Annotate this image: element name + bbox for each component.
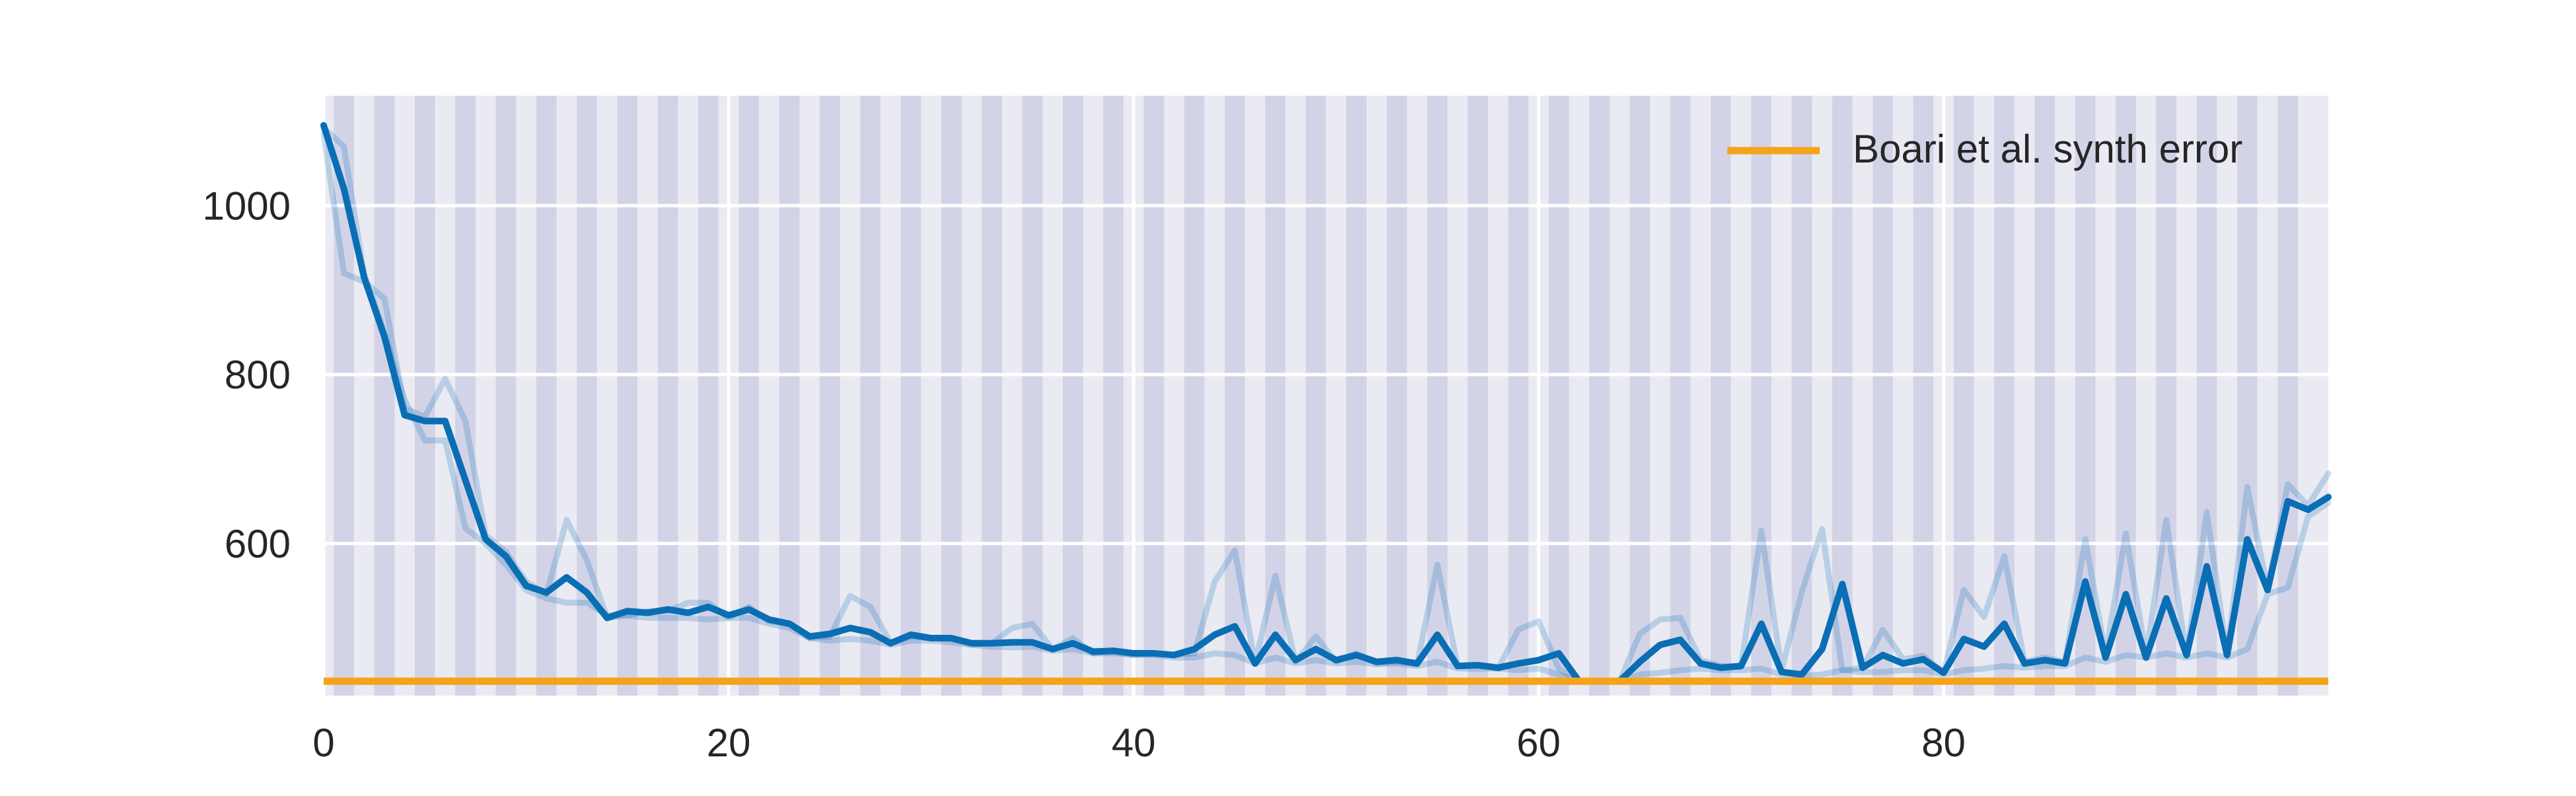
legend: Boari et al. synth error bbox=[1727, 127, 2242, 171]
stripe-band bbox=[738, 96, 760, 696]
stripe-band bbox=[495, 96, 517, 696]
y-tick-label: 800 bbox=[225, 353, 291, 397]
stripe-band bbox=[1468, 96, 1488, 696]
faint-series-line bbox=[320, 125, 2332, 684]
x-tick-label: 40 bbox=[1112, 721, 1156, 765]
stripe-band bbox=[941, 96, 962, 696]
y-tick-label: 1000 bbox=[203, 184, 291, 228]
stripe-band bbox=[1589, 96, 1610, 696]
stripe-band bbox=[1265, 96, 1286, 696]
stripe-band bbox=[1062, 96, 1083, 696]
x-tick-label: 0 bbox=[312, 721, 334, 765]
stripe-band bbox=[1143, 96, 1164, 696]
x-axis-ticks: 0 20 40 60 80 bbox=[312, 721, 1966, 765]
stripe-band bbox=[1305, 96, 1326, 696]
stripe-band bbox=[2034, 96, 2056, 696]
main-series-line bbox=[320, 122, 2332, 685]
stripe-band bbox=[1225, 96, 1245, 696]
stripe-band bbox=[2237, 96, 2258, 696]
stripe-band bbox=[1346, 96, 1367, 696]
x-tick-label: 20 bbox=[707, 721, 751, 765]
stripe-band bbox=[455, 96, 476, 696]
stripe-band bbox=[617, 96, 638, 696]
legend-label: Boari et al. synth error bbox=[1853, 127, 2242, 171]
grid-lines bbox=[322, 96, 2328, 696]
stripe-band bbox=[1427, 96, 1448, 696]
y-axis-ticks: 600 800 1000 bbox=[203, 184, 291, 566]
x-tick-label: 60 bbox=[1517, 721, 1561, 765]
stripe-band bbox=[1710, 96, 1731, 696]
stripe-band bbox=[1508, 96, 1529, 696]
stripe-band bbox=[1548, 96, 1569, 696]
stripe-band bbox=[1103, 96, 1124, 696]
stripe-band bbox=[779, 96, 800, 696]
stripe-band bbox=[1994, 96, 2015, 696]
stripe-band bbox=[698, 96, 719, 696]
stripe-band bbox=[1670, 96, 1691, 696]
stripe-band bbox=[820, 96, 840, 696]
stripe-band bbox=[1751, 96, 1771, 696]
stripe-band bbox=[900, 96, 921, 696]
stripe-band bbox=[1953, 96, 1974, 696]
stripe-band bbox=[1791, 96, 1812, 696]
stripe-band bbox=[1022, 96, 1043, 696]
stripe-band bbox=[1913, 96, 1934, 696]
stripe-band bbox=[414, 96, 435, 696]
stripe-band bbox=[536, 96, 557, 696]
stripe-band bbox=[1184, 96, 1205, 696]
stripe-band bbox=[1629, 96, 1651, 696]
stripe-band bbox=[374, 96, 395, 696]
stripe-band bbox=[1873, 96, 1893, 696]
stripe-band bbox=[2277, 96, 2299, 696]
y-tick-label: 600 bbox=[225, 522, 291, 566]
stripe-band bbox=[860, 96, 881, 696]
stripe-band bbox=[657, 96, 678, 696]
main-series-group bbox=[320, 122, 2332, 685]
stripe-band bbox=[982, 96, 1002, 696]
stripe-band bbox=[1386, 96, 1408, 696]
stripe-bands bbox=[334, 96, 2299, 696]
x-tick-label: 80 bbox=[1921, 721, 1966, 765]
